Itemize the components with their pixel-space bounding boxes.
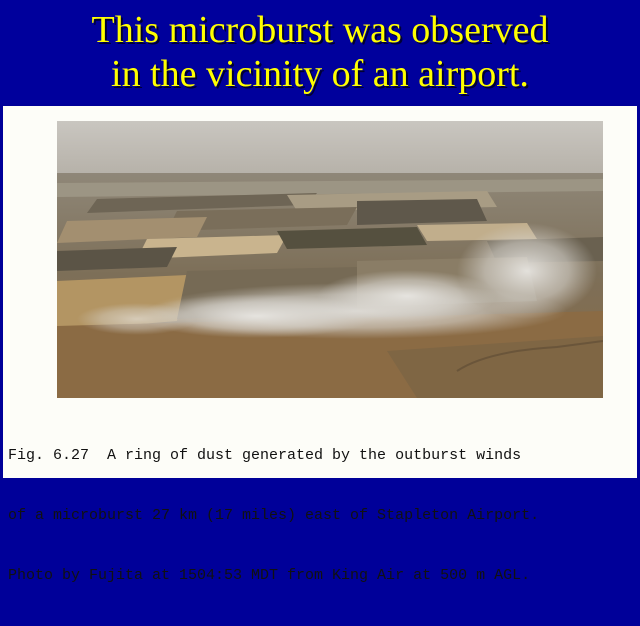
slide-title: This microburst was observed in the vici… bbox=[0, 0, 640, 104]
slide-title-line-1: This microburst was observed bbox=[91, 9, 549, 51]
aerial-photo-icon bbox=[57, 121, 603, 398]
figure-page: Fig. 6.27 A ring of dust generated by th… bbox=[3, 106, 637, 584]
aerial-photo bbox=[57, 121, 603, 398]
figure-caption-line-3: Photo by Fujita at 1504:53 MDT from King… bbox=[8, 567, 531, 584]
figure-caption-line-1: Fig. 6.27 A ring of dust generated by th… bbox=[8, 447, 522, 464]
figure-caption-line-2: of a microburst 27 km (17 miles) east of… bbox=[8, 507, 540, 524]
slide-title-line-2: in the vicinity of an airport. bbox=[111, 53, 529, 95]
figure-caption: Fig. 6.27 A ring of dust generated by th… bbox=[8, 406, 634, 626]
